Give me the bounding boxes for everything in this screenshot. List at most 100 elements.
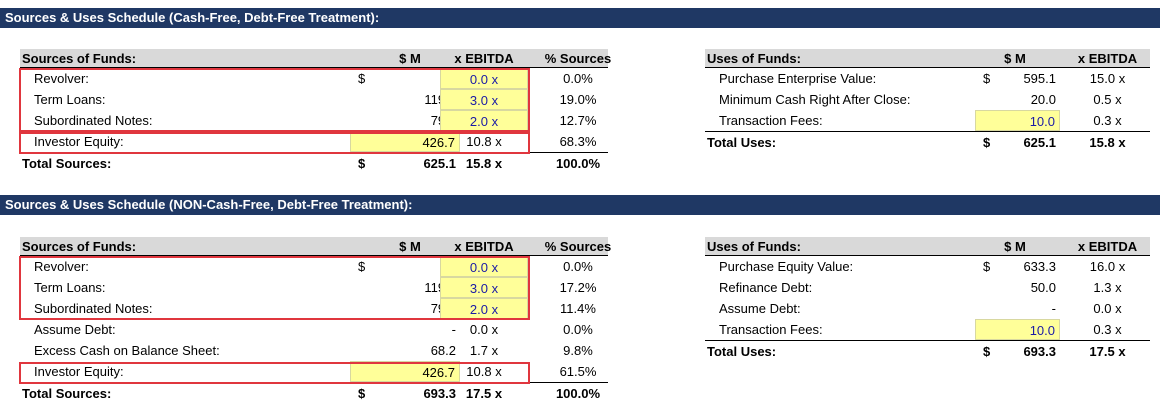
header-amount: $ M xyxy=(399,51,421,66)
amount-cell: 50.0 xyxy=(1030,280,1056,295)
pct-cell: 100.0% xyxy=(555,386,601,401)
table-row: Assume Debt: -0.0 x 0.0% xyxy=(20,319,608,340)
table-header: Sources of Funds: $ M x EBITDA % Sources xyxy=(20,49,611,68)
pct-cell: 61.5% xyxy=(559,364,597,379)
sources-table-1: Sources of Funds: $ M x EBITDA % Sources Rev… xyxy=(20,49,620,173)
row-label: Purchase Enterprise Value: xyxy=(719,71,877,86)
multiple-cell[interactable]: 0.0 x xyxy=(440,256,528,277)
table-row: Transaction Fees: 10.0 0.3 x xyxy=(705,110,1150,131)
section-2-title: Sources & Uses Schedule (NON-Cash-Free, … xyxy=(0,195,1160,215)
multiple-cell: 15.8 x xyxy=(465,156,503,171)
table-row: Minimum Cash Right After Close: 20.0 0.5 x xyxy=(705,89,1150,110)
multiple-cell: 15.0 x xyxy=(1089,71,1126,86)
row-label: Total Sources: xyxy=(22,386,112,401)
currency-symbol: $ xyxy=(358,156,366,171)
currency-symbol: $ xyxy=(983,135,991,150)
currency-symbol: $ xyxy=(358,71,366,86)
row-label: Assume Debt: xyxy=(719,301,801,316)
row-label: Total Sources: xyxy=(22,156,112,171)
currency-symbol xyxy=(358,298,378,319)
table-row: Investor Equity: 426.7 10.8 x 68.3% xyxy=(20,131,608,152)
row-label: Subordinated Notes: xyxy=(34,113,153,128)
currency-symbol xyxy=(358,277,378,298)
row-label: Refinance Debt: xyxy=(719,280,813,295)
pct-cell: 0.0% xyxy=(563,259,593,274)
header-amount: $ M xyxy=(1004,51,1026,66)
row-label: Transaction Fees: xyxy=(719,322,823,337)
table-row: Purchase Equity Value: $633.3 16.0 x xyxy=(705,256,1150,277)
row-label: Revolver: xyxy=(34,259,89,274)
amount-cell[interactable]: 10.0 xyxy=(975,110,1060,131)
pct-cell: 68.3% xyxy=(559,134,597,149)
multiple-cell: 0.0 x xyxy=(1093,301,1122,316)
row-label: Subordinated Notes: xyxy=(34,301,153,316)
multiple-cell: 10.8 x xyxy=(466,364,502,379)
pct-cell: 0.0% xyxy=(563,322,593,337)
multiple-cell: 0.0 x xyxy=(469,322,499,337)
amount-cell: 693.3 xyxy=(1023,344,1056,359)
table-header: Uses of Funds: $ M x EBITDA xyxy=(705,49,1150,68)
row-label: Minimum Cash Right After Close: xyxy=(719,92,911,107)
header-amount: $ M xyxy=(399,239,421,254)
amount-cell: - xyxy=(1051,301,1056,316)
header-amount: $ M xyxy=(1004,239,1026,254)
amount-cell: 68.2 xyxy=(430,343,456,358)
multiple-cell: 0.3 x xyxy=(1093,322,1122,337)
row-label: Excess Cash on Balance Sheet: xyxy=(34,343,220,358)
uses-table-1: Uses of Funds: $ M x EBITDA Purchase Enterp… xyxy=(705,49,1150,152)
amount-cell: 633.3 xyxy=(1023,259,1056,274)
header-label: Uses of Funds: xyxy=(707,239,801,254)
table-row: Revolver:$-0.0 x0.0% xyxy=(20,68,608,89)
amount-cell: 20.0 xyxy=(1030,92,1056,107)
amount-cell[interactable]: 10.0 xyxy=(975,319,1060,340)
multiple-cell[interactable]: 3.0 x xyxy=(440,89,528,110)
table-row: Excess Cash on Balance Sheet: 68.2 1.7 x 9.… xyxy=(20,340,608,361)
table-row: Transaction Fees: 10.0 0.3 x xyxy=(705,319,1150,340)
multiple-cell: 10.8 x xyxy=(466,134,502,149)
header-multiple: x EBITDA xyxy=(1077,239,1138,254)
pct-cell: 19.0% xyxy=(559,92,597,107)
header-label: Sources of Funds: xyxy=(22,51,137,66)
header-multiple: x EBITDA xyxy=(454,239,514,254)
pct-cell: 11.4% xyxy=(560,301,596,316)
row-label: Term Loans: xyxy=(34,280,106,295)
pct-cell: 100.0% xyxy=(555,156,601,171)
amount-cell: 595.1 xyxy=(1023,71,1056,86)
header-pct: % Sources xyxy=(544,239,612,254)
amount-cell[interactable]: 426.7 xyxy=(350,361,460,382)
multiple-cell: 1.7 x xyxy=(469,343,499,358)
row-label: Transaction Fees: xyxy=(719,113,823,128)
currency-symbol xyxy=(983,89,1003,110)
currency-symbol: $ xyxy=(983,71,991,86)
multiple-cell: 16.0 x xyxy=(1089,259,1126,274)
table-header: Uses of Funds: $ M x EBITDA xyxy=(705,237,1150,256)
multiple-cell: 17.5 x xyxy=(1089,344,1126,359)
pct-cell: 9.8% xyxy=(563,343,593,358)
multiple-cell[interactable]: 2.0 x xyxy=(440,298,528,319)
multiple-cell[interactable]: 2.0 x xyxy=(440,110,528,131)
table-row: Subordinated Notes:79.32.0 x11.4% xyxy=(20,298,608,319)
row-label: Total Uses: xyxy=(707,135,777,150)
multiple-cell[interactable]: 3.0 x xyxy=(440,277,528,298)
row-label: Term Loans: xyxy=(34,92,106,107)
currency-symbol xyxy=(358,89,378,110)
currency-symbol xyxy=(983,277,1003,298)
currency-symbol: $ xyxy=(358,259,366,274)
amount-cell: - xyxy=(451,322,456,337)
row-label: Investor Equity: xyxy=(34,134,124,149)
pct-cell: 12.7% xyxy=(559,113,597,128)
currency-symbol: $ xyxy=(983,259,991,274)
currency-symbol xyxy=(358,110,378,131)
row-label: Purchase Equity Value: xyxy=(719,259,854,274)
total-row: Total Uses: $625.1 15.8 x xyxy=(705,131,1150,152)
table-row: Term Loans:119.03.0 x17.2% xyxy=(20,277,608,298)
table-row: Term Loans:119.03.0 x19.0% xyxy=(20,89,608,110)
section-1-title: Sources & Uses Schedule (Cash-Free, Debt… xyxy=(0,8,1160,28)
pct-cell: 17.2% xyxy=(559,280,597,295)
table-header: Sources of Funds: $ M x EBITDA % Sources xyxy=(20,237,611,256)
total-row: Total Uses: $693.3 17.5 x xyxy=(705,340,1150,361)
multiple-cell: 1.3 x xyxy=(1093,280,1122,295)
multiple-cell[interactable]: 0.0 x xyxy=(440,68,528,89)
header-multiple: x EBITDA xyxy=(454,51,514,66)
table-row: Revolver:$-0.0 x0.0% xyxy=(20,256,608,277)
